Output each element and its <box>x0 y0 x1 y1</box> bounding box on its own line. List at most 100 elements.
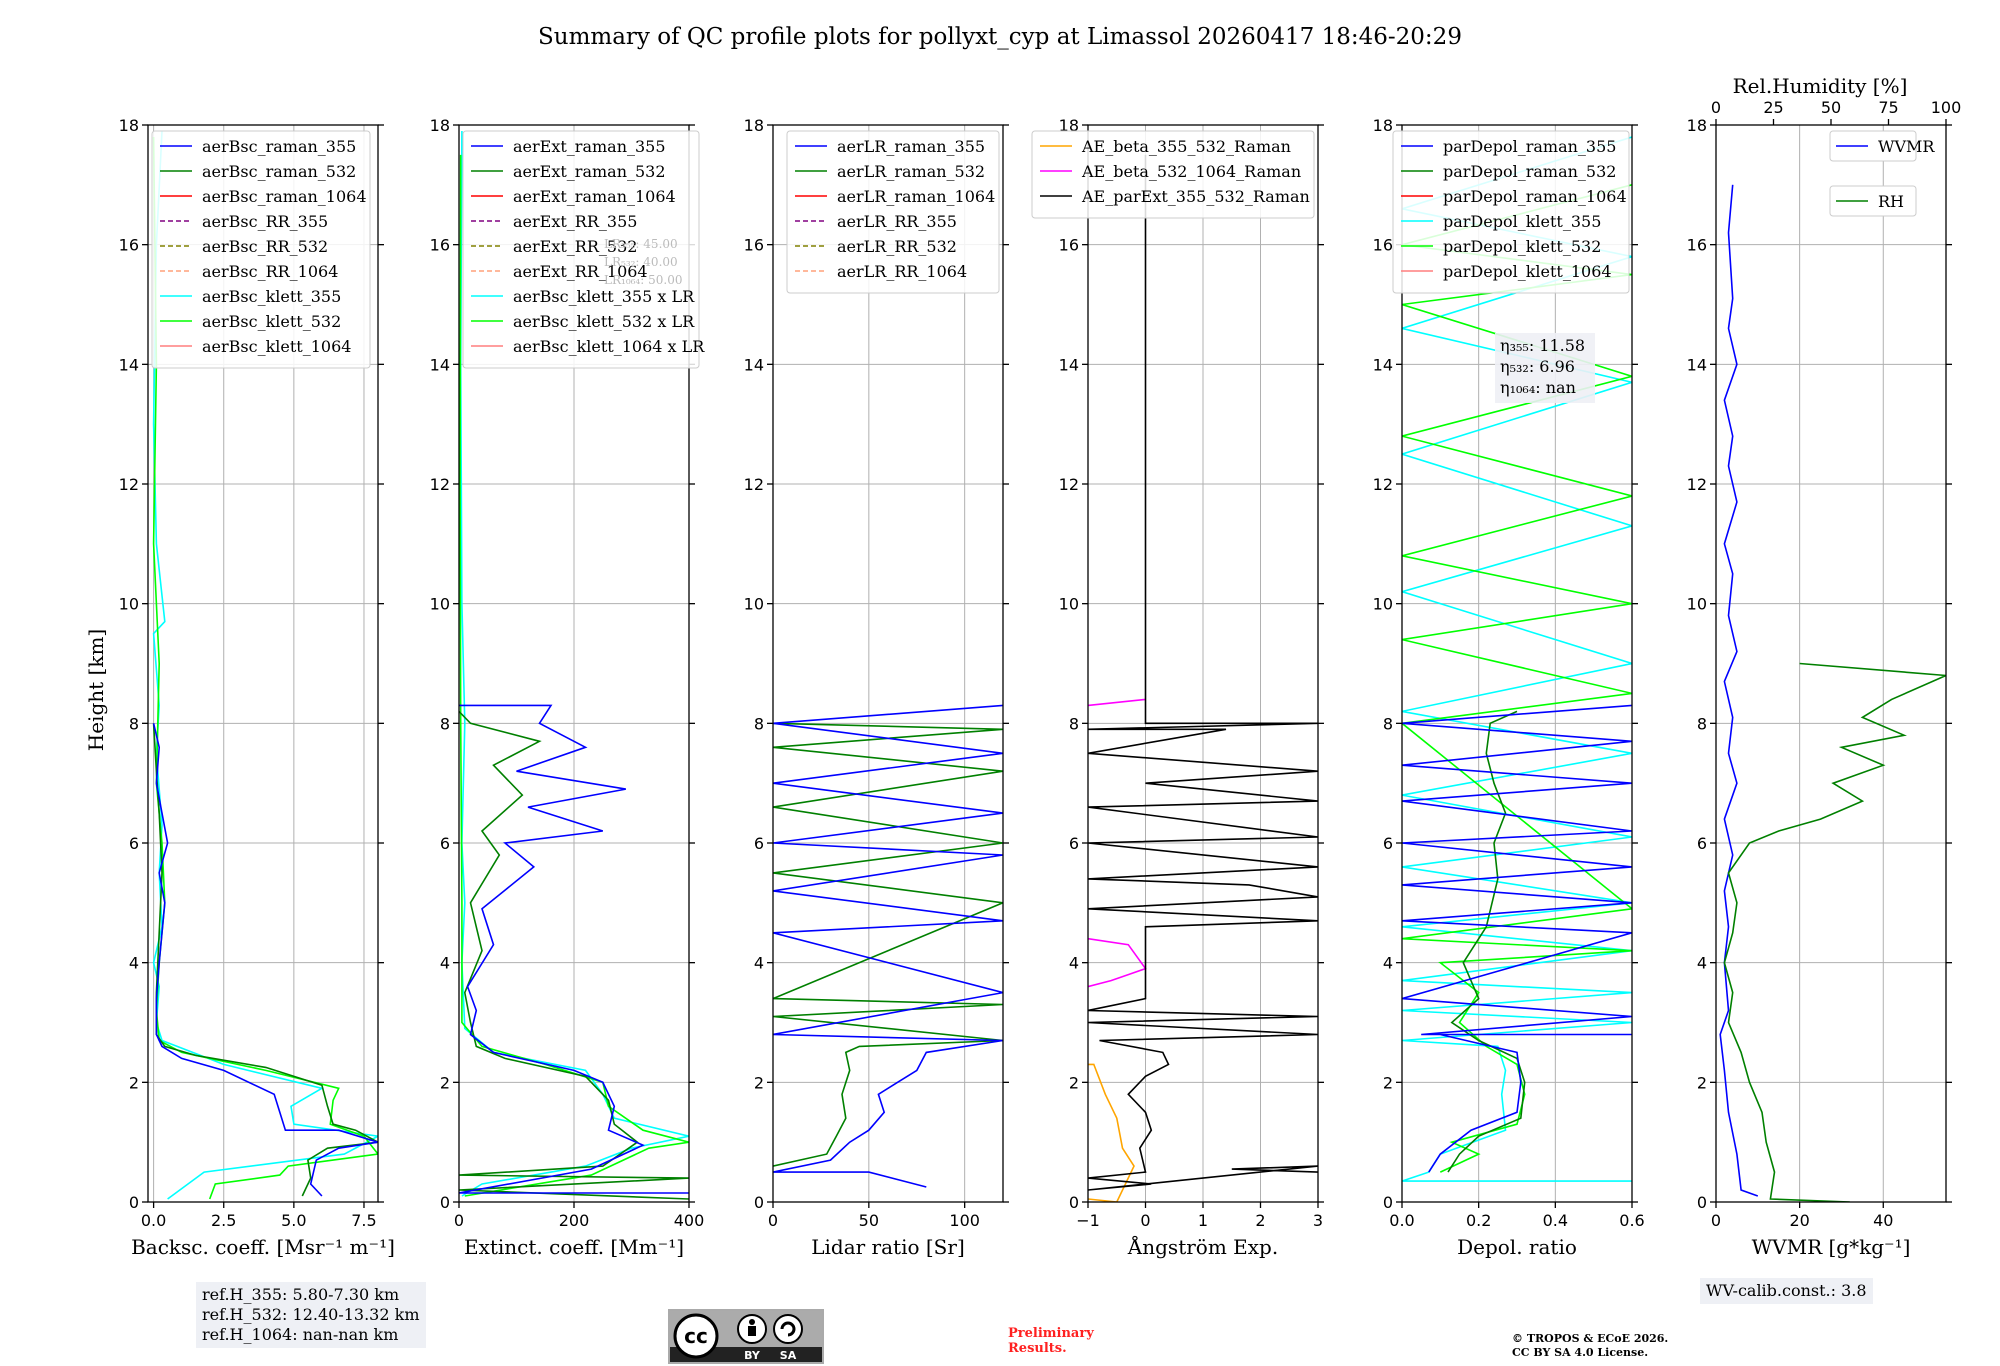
y-tick-label: 0 <box>1383 1193 1393 1212</box>
legend-label: aerBsc_raman_1064 <box>202 187 367 206</box>
eta-annotation: η₃₅₅: 11.58 <box>1500 336 1585 355</box>
series-aerLR_raman_355 <box>773 704 1003 1188</box>
y-tick-label: 14 <box>430 355 450 374</box>
legend-label: aerExt_RR_355 <box>513 212 637 231</box>
ref-height-1064: ref.H_1064: nan-nan km <box>202 1325 399 1344</box>
y-tick-label: 8 <box>440 714 450 733</box>
y-tick-label: 8 <box>1383 714 1393 733</box>
y-tick-label: 6 <box>1383 834 1393 853</box>
x-axis-label: Ångström Exp. <box>1127 1234 1278 1259</box>
legend-label: aerBsc_RR_1064 <box>202 262 338 281</box>
legend-box <box>786 130 1000 294</box>
y-tick-label: 6 <box>1697 834 1707 853</box>
y-tick-label: 2 <box>1069 1073 1079 1092</box>
legend-box <box>1392 130 1630 294</box>
ref-height-355: ref.H_355: 5.80-7.30 km <box>202 1285 400 1304</box>
y-tick-label: 10 <box>430 595 450 614</box>
y-tick-label: 10 <box>744 595 764 614</box>
x-axis-label: Backsc. coeff. [Msr⁻¹ m⁻¹] <box>131 1235 395 1259</box>
legend-label: RH <box>1878 192 1904 211</box>
top-x-tick-label: 25 <box>1763 98 1783 117</box>
lr-annotation: LR₃₅₅: 45.00 <box>604 237 678 251</box>
cc-logo-text: cc <box>684 1324 708 1348</box>
series-AE_beta_532_1064_Raman upper <box>1088 698 1146 707</box>
y-tick-label: 0 <box>129 1193 139 1212</box>
y-tick-label: 12 <box>1373 475 1393 494</box>
y-tick-label: 16 <box>119 236 139 255</box>
legend-label: aerBsc_RR_532 <box>202 237 328 256</box>
y-tick-label: 2 <box>129 1073 139 1092</box>
copyright-note: © TROPOS & ECoE 2026. CC BY SA 4.0 Licen… <box>1512 1332 1668 1360</box>
legend-label: aerBsc_klett_1064 x LR <box>513 337 705 356</box>
y-tick-label: 10 <box>1373 595 1393 614</box>
y-tick-label: 4 <box>1069 954 1079 973</box>
figure-title: Summary of QC profile plots for pollyxt_… <box>538 24 1462 50</box>
legend-ang: AE_beta_355_532_Raman AE_beta_532_1064_Ra… <box>1031 130 1315 219</box>
wv-calib-box: WV-calib.const.: 3.8 <box>1700 1278 1873 1304</box>
top-x-tick-label: 75 <box>1878 98 1898 117</box>
preliminary-results-note: Preliminary Results. <box>1008 1326 1094 1356</box>
y-tick-label: 18 <box>430 116 450 135</box>
y-tick-label: 4 <box>1697 954 1707 973</box>
x-tick-label: 0.4 <box>1543 1211 1568 1230</box>
y-tick-label: 14 <box>119 355 139 374</box>
legend-label: parDepol_raman_1064 <box>1443 187 1627 206</box>
panel-dep: 0 2 4 6 8 10 12 14 16 18 0.0 0.2 0.4 0.6 Depol. ratio p… <box>1373 116 1645 1259</box>
series-RH <box>1723 662 1946 1202</box>
legend-label: aerBsc_raman_532 <box>202 162 356 181</box>
plot-frame <box>1715 124 1947 1203</box>
eta-annotation: η₁₀₆₄: nan <box>1500 378 1576 397</box>
y-tick-label: 8 <box>754 714 764 733</box>
y-tick-label: 18 <box>1687 116 1707 135</box>
legend-label: aerBsc_klett_1064 <box>202 337 351 356</box>
y-tick-label: 6 <box>1069 834 1079 853</box>
series-aerExt_raman_355 <box>459 704 689 1194</box>
y-tick-label: 2 <box>1697 1073 1707 1092</box>
legend-label: aerBsc_klett_532 x LR <box>513 312 695 331</box>
legend-lr: aerLR_raman_355 aerLR_raman_532 aerLR_rama… <box>786 130 1000 294</box>
y-tick-label: 4 <box>754 954 764 973</box>
y-tick-label: 6 <box>129 834 139 853</box>
y-tick-label: 2 <box>440 1073 450 1092</box>
plot-frame <box>147 124 379 1203</box>
y-axis-label: Height [km] <box>84 629 108 751</box>
y-tick-label: 6 <box>754 834 764 853</box>
y-tick-label: 16 <box>1373 236 1393 255</box>
x-tick-label: 400 <box>674 1211 705 1230</box>
preliminary-line-1: Preliminary <box>1008 1326 1094 1341</box>
y-tick-label: 10 <box>1059 595 1079 614</box>
y-tick-label: 16 <box>1059 236 1079 255</box>
y-tick-label: 12 <box>1059 475 1079 494</box>
y-tick-label: 18 <box>1059 116 1079 135</box>
y-tick-label: 10 <box>1687 595 1707 614</box>
legend-label: aerBsc_klett_532 <box>202 312 341 331</box>
x-tick-label: 50 <box>859 1211 879 1230</box>
x-tick-label: 0 <box>454 1211 464 1230</box>
rel-humidity-axis-label: Rel.Humidity [%] <box>1733 74 1908 98</box>
y-tick-label: 0 <box>754 1193 764 1212</box>
legend-box <box>1829 130 1917 162</box>
reference-height-box: ref.H_355: 5.80-7.30 km ref.H_532: 12.40… <box>196 1282 426 1348</box>
y-tick-label: 2 <box>754 1073 764 1092</box>
y-tick-label: 16 <box>1687 236 1707 255</box>
x-axis-label: Depol. ratio <box>1457 1235 1577 1259</box>
panel-ext: 0 2 4 6 8 10 12 14 16 18 0 200 400 Extinct. coeff. [M… <box>430 116 706 1259</box>
x-tick-label: 2.5 <box>211 1211 236 1230</box>
copyright-line-1: © TROPOS & ECoE 2026. <box>1512 1332 1669 1345</box>
legend-box <box>1031 130 1315 219</box>
legend-wv: WVMR RH <box>1829 130 1935 217</box>
x-axis-label: Extinct. coeff. [Mm⁻¹] <box>464 1235 684 1259</box>
y-tick-label: 18 <box>119 116 139 135</box>
y-tick-label: 16 <box>430 236 450 255</box>
legend-label: aerExt_RR_1064 <box>513 262 648 281</box>
legend-box <box>151 130 371 369</box>
top-x-tick-label: 100 <box>1931 98 1962 117</box>
y-tick-label: 14 <box>1687 355 1707 374</box>
legend-label: parDepol_raman_355 <box>1443 137 1616 156</box>
x-tick-label: 40 <box>1873 1211 1893 1230</box>
top-x-tick-label: 0 <box>1711 98 1721 117</box>
y-tick-label: 18 <box>744 116 764 135</box>
legend-ext: aerExt_raman_355 aerExt_raman_532 aerExt_r… <box>462 130 705 369</box>
series-WVMR <box>1719 184 1759 1197</box>
